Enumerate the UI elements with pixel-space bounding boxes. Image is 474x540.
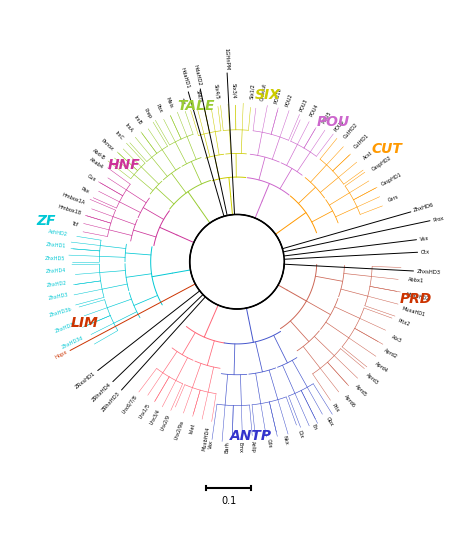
Text: Pax: Pax [80,187,90,195]
Text: CaspHD2: CaspHD2 [371,156,392,172]
Text: Vax: Vax [208,440,214,449]
Text: HdaHD1: HdaHD1 [179,68,190,90]
Text: Pitx: Pitx [331,403,340,413]
Text: POU1L: POU1L [274,87,283,104]
Text: Vsx: Vsx [419,235,429,242]
Text: ZhxHD3b: ZhxHD3b [49,307,73,318]
Text: Antp: Antp [250,441,256,453]
Text: Pbx: Pbx [155,103,163,113]
Text: Nkx: Nkx [281,435,289,446]
Text: Lhx2/9: Lhx2/9 [160,414,171,431]
Text: Emx: Emx [237,442,243,453]
Text: Six1/2: Six1/2 [249,83,255,99]
Text: Aprd3: Aprd3 [365,373,379,386]
Text: Alx3: Alx3 [390,335,402,344]
Text: 1GHnPM: 1GHnPM [223,48,229,70]
Text: ZhxsHD3: ZhxsHD3 [417,268,441,275]
Text: SIX: SIX [255,88,281,102]
Text: Hmbox18: Hmbox18 [57,205,82,217]
Text: Pknox: Pknox [100,138,114,152]
Text: Abbx1: Abbx1 [407,277,424,284]
Text: IrxB: IrxB [133,115,143,126]
Text: ZhxHD3: ZhxHD3 [48,292,69,301]
Text: ZhxHD1: ZhxHD1 [46,242,66,249]
Text: ZhxHD5: ZhxHD5 [45,256,65,261]
Text: Barh: Barh [225,441,230,453]
Text: POU2: POU2 [285,93,294,107]
Text: Aprd4: Aprd4 [374,361,389,373]
Text: ZhxHD4: ZhxHD4 [45,268,66,274]
Text: Islet: Islet [189,423,196,434]
Text: Tcf: Tcf [71,221,78,227]
Text: MuxaHD1: MuxaHD1 [401,307,426,318]
Text: Ahab4: Ahab4 [89,157,105,170]
Text: Six3/4: Six3/4 [231,83,237,98]
Text: CUT: CUT [372,141,402,156]
Text: HNF: HNF [108,158,140,172]
Text: Aprd6: Aprd6 [343,394,356,408]
Text: HdaHD2: HdaHD2 [192,64,202,86]
Text: AzhHD2: AzhHD2 [47,230,68,238]
Text: ANTP: ANTP [230,429,273,443]
Text: ZRhxHD3: ZRhxHD3 [101,390,121,413]
Text: ZhxHD2: ZhxHD2 [46,280,67,288]
Text: Dix: Dix [296,430,304,440]
Text: Otx: Otx [420,249,430,254]
Text: CaspHD1: CaspHD1 [380,172,402,187]
Text: Prox: Prox [432,215,445,222]
Text: POU: POU [317,115,350,129]
Text: POU6: POU6 [333,119,346,133]
Text: LIM: LIM [71,316,99,330]
Text: MuxbHD4: MuxbHD4 [201,426,210,451]
Text: Meis: Meis [165,96,174,109]
Text: CutHD1: CutHD1 [353,133,370,150]
Text: Cdx: Cdx [266,438,273,449]
Text: TALE: TALE [177,99,215,112]
Text: Aprd5: Aprd5 [355,383,368,397]
Text: Six4/5: Six4/5 [213,84,219,100]
Text: SNI/5: SNI/5 [195,89,203,103]
Text: ZRxsHD1: ZRxsHD1 [74,370,97,389]
Text: ZhxHD3d: ZhxHD3d [61,335,84,349]
Text: IrxA: IrxA [123,123,134,133]
Text: Prep: Prep [143,107,153,119]
Text: Abd-B: Abd-B [92,147,107,160]
Text: Lhx1/5: Lhx1/5 [137,402,150,420]
Text: Hopx: Hopx [54,350,69,361]
Text: POU3: POU3 [299,98,309,112]
Text: 0.1: 0.1 [221,496,237,506]
Text: Lhx2/9a: Lhx2/9a [173,419,185,440]
Text: ZRhxHD4: ZRhxHD4 [91,382,112,403]
Text: MuxaHD2: MuxaHD2 [405,292,429,301]
Text: PRD: PRD [400,292,432,306]
Text: Acst: Acst [363,150,374,161]
Text: Aprd2: Aprd2 [383,348,398,360]
Text: ZhxHD6: ZhxHD6 [413,202,435,213]
Text: Cers: Cers [388,194,400,203]
Text: En: En [311,423,318,431]
Text: Lhx6/7/8: Lhx6/7/8 [121,394,138,415]
Text: Cux: Cux [86,173,97,182]
Text: CutHD2: CutHD2 [342,123,359,140]
Text: POU5: POU5 [321,110,333,125]
Text: Hmbox1A: Hmbox1A [61,192,85,206]
Text: POU4: POU4 [309,103,319,117]
Text: IrxC: IrxC [114,130,125,141]
Text: Onecut: Onecut [260,82,268,101]
Text: ZF: ZF [36,214,55,228]
Text: ZhxHD3c: ZhxHD3c [55,321,78,334]
Text: Lhx3/4: Lhx3/4 [148,408,161,426]
Text: Gbx: Gbx [325,416,334,428]
Text: Pitx2: Pitx2 [397,318,411,327]
Text: Tcf: Tcf [178,96,185,104]
